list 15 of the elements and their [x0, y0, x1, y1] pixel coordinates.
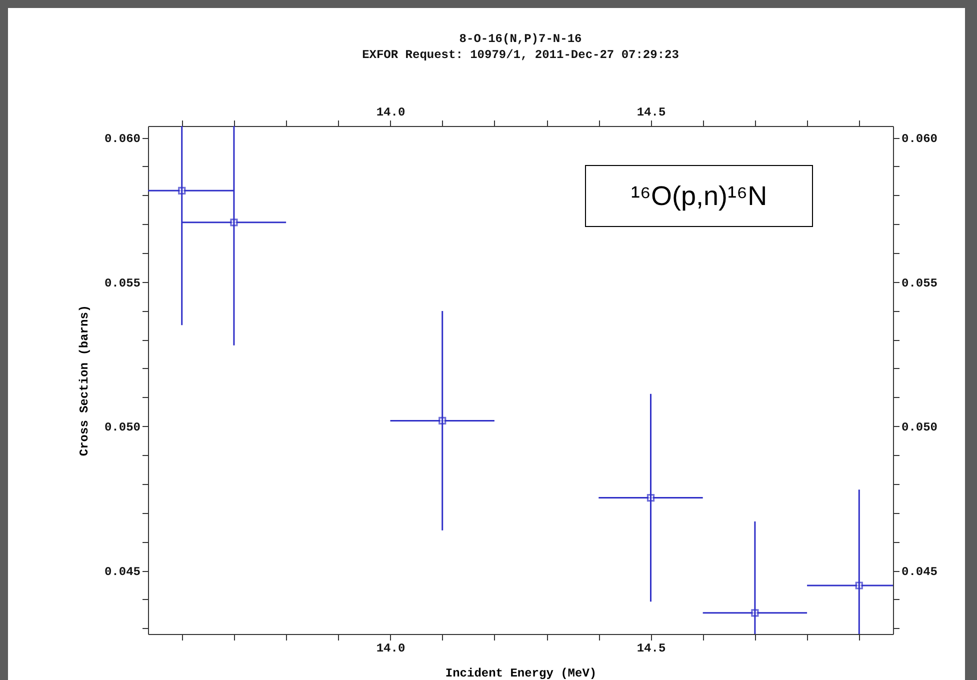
y-tick-label: 0.050 — [104, 420, 140, 435]
y-tick-label: 0.060 — [104, 132, 140, 146]
x2-tick-label: 14.5 — [636, 642, 666, 656]
y-axis-title: Cross Section (barns) — [77, 304, 92, 456]
text-box: ¹⁶O(p,n)¹⁶N — [585, 165, 813, 227]
y2-tick-label: 0.055 — [902, 276, 938, 290]
y-tick-label: 0.055 — [104, 276, 140, 290]
chart-title: 8-O-16(N,P)7-N-16 — [459, 32, 582, 46]
y-tick-label: 0.045 — [104, 565, 140, 579]
chart-subtitle: EXFOR Request: 10979/1, 2011-Dec-27 07:29:23 — [362, 48, 679, 62]
x2-tick-label: 14.0 — [376, 642, 406, 656]
y2-tick-label: 0.060 — [902, 132, 938, 146]
x-axis-title: Incident Energy (MeV) — [445, 666, 597, 680]
y2-tick-label: 0.045 — [902, 565, 938, 579]
y2-tick-label: 0.050 — [902, 420, 938, 435]
